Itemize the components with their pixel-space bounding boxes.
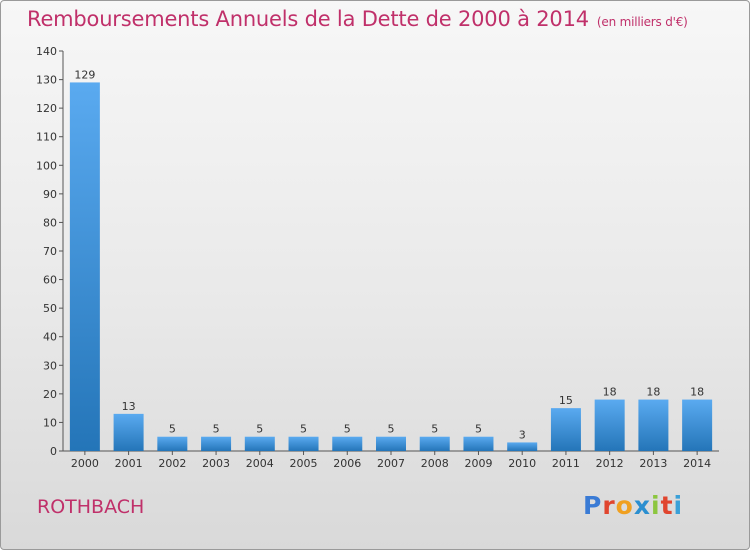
bar [201, 436, 232, 451]
bar [376, 436, 406, 451]
bar-value-label: 18 [690, 386, 704, 399]
y-tick-label: 20 [43, 388, 57, 401]
x-tick-label: 2005 [290, 457, 318, 470]
bar [682, 399, 713, 451]
y-tick-label: 10 [43, 416, 57, 429]
logo-letter: t [660, 491, 674, 520]
bar-value-label: 5 [344, 423, 351, 436]
bar-value-label: 13 [122, 400, 136, 413]
bar-value-label: 15 [559, 394, 573, 407]
bar-value-label: 5 [300, 423, 307, 436]
y-tick-label: 60 [43, 274, 57, 287]
bars: 129 13 5 5 5 5 5 5 5 5 3 15 18 18 18 [69, 68, 713, 451]
bar [244, 436, 275, 451]
chart-unit: (en milliers d'€) [596, 15, 688, 29]
x-tick-label: 2006 [333, 457, 361, 470]
x-axis: 2000 2001 2002 2003 2004 2005 2006 2007 2008 2009… [63, 450, 719, 470]
bar [288, 436, 319, 451]
logo-letter: x [633, 491, 651, 520]
bar-value-label: 18 [603, 386, 617, 399]
x-tick-label: 2002 [158, 457, 186, 470]
x-tick-label: 2010 [508, 457, 536, 470]
bar [157, 436, 188, 451]
x-tick-label: 2009 [464, 457, 492, 470]
bar-value-label: 129 [74, 68, 95, 81]
x-tick-label: 2000 [71, 457, 99, 470]
x-tick-label: 2014 [683, 457, 711, 470]
logo-letter: i [651, 491, 661, 520]
x-tick-label: 2011 [552, 457, 580, 470]
logo-letter: i [673, 491, 684, 520]
y-tick-label: 80 [43, 216, 57, 229]
y-tick-label: 40 [43, 331, 57, 344]
x-tick-label: 2004 [246, 457, 274, 470]
y-tick-label: 130 [36, 74, 57, 87]
bar-value-label: 5 [213, 423, 220, 436]
x-tick-label: 2001 [115, 457, 143, 470]
y-tick-label: 140 [36, 45, 57, 58]
x-tick-label: 2008 [421, 457, 449, 470]
proxiti-logo: Proxiti [583, 491, 683, 520]
x-tick-label: 2007 [377, 457, 405, 470]
logo-letter: r [602, 491, 616, 520]
chart-title-text: Remboursements Annuels de la Dette de 20… [27, 7, 589, 31]
bar-value-label: 5 [431, 423, 438, 436]
bar [550, 408, 581, 451]
y-tick-label: 100 [36, 159, 57, 172]
x-tick-label: 2012 [596, 457, 624, 470]
bar-value-label: 3 [519, 428, 526, 441]
chart-title: Remboursements Annuels de la Dette de 20… [27, 7, 688, 31]
bar [69, 82, 100, 451]
bar [638, 399, 669, 451]
y-tick-label: 90 [43, 188, 57, 201]
bar [594, 399, 625, 451]
bar-value-label: 5 [256, 423, 263, 436]
bar [419, 436, 450, 451]
bar [332, 436, 363, 451]
logo-letter: o [615, 491, 634, 520]
bar [113, 413, 144, 451]
y-tick-label: 70 [43, 245, 57, 258]
x-tick-label: 2013 [639, 457, 667, 470]
commune-name: ROTHBACH [37, 496, 145, 518]
bar-value-label: 5 [475, 423, 482, 436]
bar-value-label: 5 [388, 423, 395, 436]
logo-letter: P [583, 491, 603, 520]
y-tick-label: 0 [50, 445, 57, 458]
y-tick-label: 110 [36, 131, 57, 144]
bar [463, 436, 494, 451]
x-tick-label: 2003 [202, 457, 230, 470]
bar [507, 442, 538, 451]
bar-value-label: 5 [169, 423, 176, 436]
y-tick-label: 30 [43, 359, 57, 372]
y-tick-label: 120 [36, 102, 57, 115]
y-axis: 0 10 20 30 40 50 60 70 80 90 100 110 120 130 140 [36, 45, 64, 458]
y-tick-label: 50 [43, 302, 57, 315]
bar-value-label: 18 [646, 386, 660, 399]
